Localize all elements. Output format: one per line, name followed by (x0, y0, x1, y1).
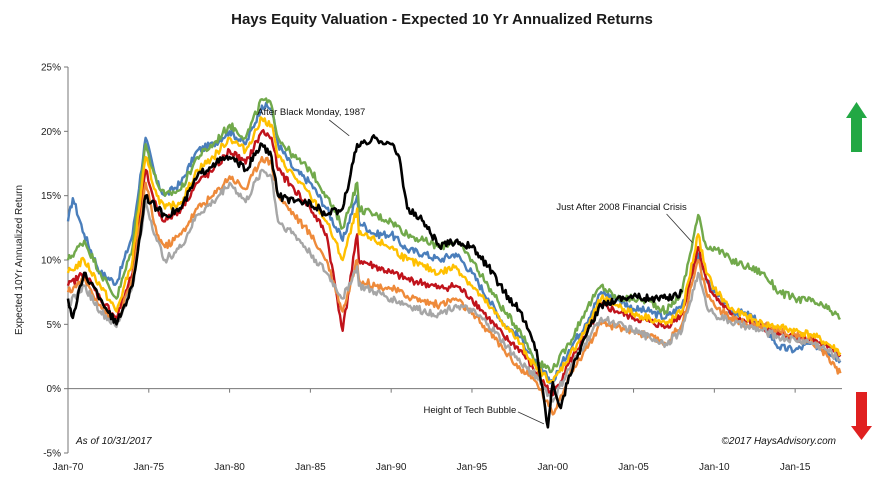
annotations: After Black Monday, 1987 Just After 2008 … (257, 107, 693, 425)
axes: 25% 20% 15% 10% 5% 0% -5% Jan-70 Jan-75 Jan-80 Jan… (41, 63, 842, 473)
as-of-note: As of 10/31/2017 (75, 436, 152, 447)
series-line-black (66, 134, 684, 429)
series-line-blue (66, 101, 842, 385)
x-tick-label: Jan-75 (134, 462, 165, 473)
series-group (66, 97, 842, 429)
annotation-black-monday: After Black Monday, 1987 (257, 107, 365, 118)
y-tick-label: 15% (41, 191, 61, 202)
x-tick-label: Jan-10 (699, 462, 730, 473)
x-tick-label: Jan-00 (537, 462, 568, 473)
y-tick-label: 0% (47, 384, 62, 395)
annotation-leader (666, 213, 693, 243)
y-tick-label: -5% (43, 449, 61, 460)
series-line-orange (66, 155, 842, 416)
x-tick-label: Jan-90 (376, 462, 407, 473)
annotation-financial-crisis: Just After 2008 Financial Crisis (556, 202, 687, 213)
y-tick-label: 20% (41, 127, 61, 138)
annotation-leader (328, 119, 350, 137)
y-tick-label: 25% (41, 63, 61, 74)
y-axis-label: Expected 10Yr Annualized Return (14, 185, 25, 335)
annotation-tech-bubble: Height of Tech Bubble (424, 405, 517, 416)
series-line-green (66, 97, 841, 374)
x-tick-label: Jan-85 (295, 462, 326, 473)
x-tick-label: Jan-15 (780, 462, 811, 473)
x-tick-label: Jan-05 (618, 462, 649, 473)
series-line-yellow (66, 116, 842, 384)
series-line-gray (66, 168, 841, 403)
down-arrow-icon (851, 392, 872, 440)
x-tick-label: Jan-95 (457, 462, 488, 473)
y-tick-label: 10% (41, 256, 61, 267)
y-tick-label: 5% (47, 320, 62, 331)
up-arrow-icon (846, 102, 867, 152)
series-line-red (66, 128, 842, 397)
annotation-leader (517, 411, 545, 425)
chart-title: Hays Equity Valuation - Expected 10 Yr A… (231, 11, 653, 28)
x-tick-label: Jan-80 (214, 462, 245, 473)
copyright-note: ©2017 HaysAdvisory.com (722, 436, 836, 447)
x-tick-label: Jan-70 (53, 462, 84, 473)
